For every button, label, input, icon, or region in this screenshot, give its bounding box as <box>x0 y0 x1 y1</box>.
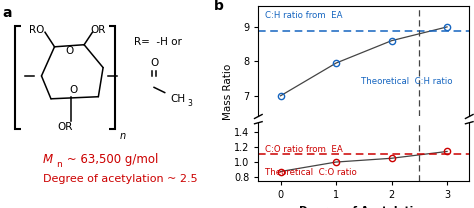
Text: RO: RO <box>29 25 45 35</box>
Text: Theoretical  C:O ratio: Theoretical C:O ratio <box>265 168 357 177</box>
Text: n: n <box>119 131 126 141</box>
Text: M: M <box>43 153 53 166</box>
Text: CH: CH <box>171 94 186 104</box>
Text: Theoretical  C:H ratio: Theoretical C:H ratio <box>361 77 453 86</box>
Text: a: a <box>2 6 12 20</box>
Text: b: b <box>214 0 224 12</box>
Text: 3: 3 <box>187 99 192 109</box>
Text: C:O ratio from  EA: C:O ratio from EA <box>265 145 343 154</box>
Text: O: O <box>69 85 78 95</box>
X-axis label: Degree of Acetylation: Degree of Acetylation <box>300 206 428 208</box>
Text: ~ 63,500 g/mol: ~ 63,500 g/mol <box>63 153 158 166</box>
Text: OR: OR <box>91 25 106 35</box>
Text: O: O <box>150 58 158 68</box>
Text: OR: OR <box>57 122 73 132</box>
Text: Degree of acetylation ~ 2.5: Degree of acetylation ~ 2.5 <box>43 174 197 184</box>
Text: C:H ratio from  EA: C:H ratio from EA <box>265 11 343 20</box>
Text: n: n <box>56 160 62 169</box>
Text: R=  -H or: R= -H or <box>134 37 182 47</box>
Text: O: O <box>66 46 74 56</box>
Text: Mass Ratio: Mass Ratio <box>222 63 233 120</box>
